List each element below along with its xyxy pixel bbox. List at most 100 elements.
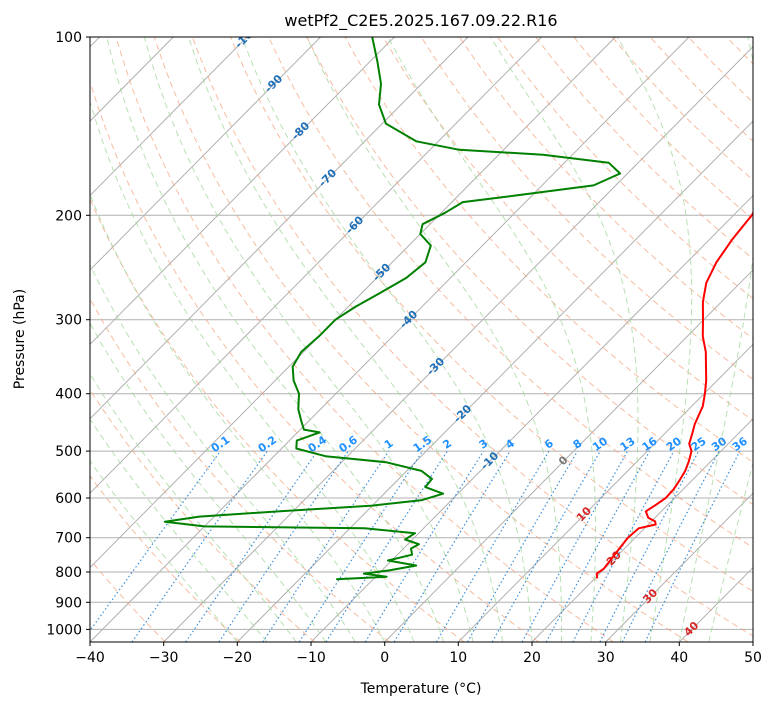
mixing-ratio-label: 2 [440, 437, 454, 452]
x-tick-label: 50 [744, 650, 762, 666]
isotherm-line [605, 492, 753, 642]
x-tick-label: −20 [223, 650, 253, 666]
moist-adiabat-line [143, 37, 474, 642]
dry-adiabat-line [268, 37, 753, 549]
mixing-ratio-line [644, 450, 741, 642]
moist-adiabat-line [678, 37, 753, 642]
moist-adiabat-line [306, 37, 562, 642]
y-tick-label: 300 [55, 313, 82, 329]
mixing-ratio-label: 0.6 [336, 433, 360, 455]
mixing-ratio-line [491, 450, 601, 642]
x-tick-label: 40 [670, 650, 688, 666]
x-tick-label: 10 [449, 650, 467, 666]
mixing-ratio-line [90, 450, 221, 632]
mixing-ratio-line [298, 450, 424, 642]
y-tick-label: 200 [55, 208, 82, 224]
moist-adiabat-line [106, 37, 445, 642]
isotherm-line [678, 566, 753, 642]
dry-adiabat-line [765, 37, 775, 642]
dry-adiabat-line [191, 37, 753, 637]
plot-frame [89, 36, 754, 643]
y-tick-label: 100 [55, 30, 82, 46]
dry-adiabat-line [611, 37, 753, 181]
isotherm-grid [90, 37, 753, 642]
mixing-ratio-line [131, 450, 268, 642]
moist-adiabat-line [90, 460, 238, 642]
x-tick-label: 20 [523, 650, 541, 666]
x-tick-label: −30 [149, 650, 179, 666]
y-axis-label: Pressure (hPa) [12, 289, 28, 389]
dry-adiabat-line [573, 37, 753, 220]
mixing-ratio-line [545, 450, 651, 642]
dry-adiabat-line [153, 37, 689, 642]
isobar-grid [90, 37, 753, 630]
x-axis-ticks: −40 −30 −20 −10 0 10 20 30 40 50 [75, 642, 762, 666]
dry-adiabat-line [497, 37, 753, 300]
moist-adiabats [90, 37, 753, 642]
y-axis-ticks: 100 200 300 400 500 600 700 800 900 1000 [46, 30, 90, 638]
isotherm-line [90, 37, 690, 642]
moist-adiabat-line [241, 37, 533, 642]
mixing-ratio-label: 8 [571, 437, 585, 452]
isotherm-line [384, 269, 753, 642]
y-tick-label: 400 [55, 387, 82, 403]
y-tick-label: 800 [55, 565, 82, 581]
isotherm-line [90, 37, 321, 271]
y-tick-label: 600 [55, 491, 82, 507]
dry-adiabat-line [344, 37, 753, 463]
moist-adiabat-line [490, 37, 639, 642]
profile-series [163, 37, 753, 581]
chart-title: wetPf2_C2E5.2025.167.09.22.R16 [284, 11, 557, 31]
moist-adiabat-line [708, 460, 753, 642]
moist-adiabat-line [90, 322, 327, 642]
mixing-ratio-label: 4 [503, 437, 517, 452]
dry-adiabat-line [420, 37, 753, 380]
mixing-ratio-label: 0.2 [256, 433, 279, 455]
mixing-ratio-line [218, 450, 349, 642]
isotherm-line [90, 37, 395, 346]
moist-adiabat-line [90, 263, 356, 642]
isotherm-line [752, 641, 753, 642]
dry-adiabat-line [726, 37, 753, 65]
y-tick-label: 1000 [46, 622, 82, 638]
dry-adiabat-line [649, 37, 753, 142]
mixing-ratio-line [325, 450, 448, 642]
isotherm-line [90, 37, 248, 197]
moist-adiabat-line [90, 193, 386, 642]
y-tick-label: 900 [55, 595, 82, 611]
mixing-ratio-line [185, 450, 318, 642]
y-tick-label: 700 [55, 531, 82, 547]
moist-adiabat-line [616, 37, 693, 642]
isotherm-line [310, 194, 753, 642]
dry-adiabat-line [306, 37, 753, 506]
y-tick-label: 500 [55, 444, 82, 460]
dewpoint-line [163, 37, 622, 581]
x-axis-label: Temperature (°C) [360, 681, 482, 697]
moist-adiabat-line [90, 418, 268, 642]
isotherm-line [90, 37, 469, 420]
moist-adiabat-line [188, 37, 503, 642]
moist-adiabat-line [387, 37, 596, 642]
moist-adiabat-line [90, 372, 297, 642]
mixing-ratio-line [572, 450, 675, 642]
mixing-ratio-line [262, 450, 390, 642]
mixing-ratio-label: 1.5 [411, 433, 434, 455]
temperature-line [595, 211, 753, 579]
dry-adiabat-line [230, 37, 753, 592]
isotherm-line [163, 45, 753, 642]
dry-adiabat-line [90, 475, 241, 642]
mixing-ratio-label: 0.1 [209, 433, 232, 455]
dry-adiabat-line [535, 37, 753, 260]
isotherm-line [90, 37, 542, 494]
mixing-ratio-line [521, 450, 629, 642]
x-tick-label: −40 [75, 650, 105, 666]
mixing-ratio-lines [90, 450, 741, 642]
x-tick-label: 0 [380, 650, 389, 666]
x-tick-label: 30 [597, 650, 615, 666]
mixing-ratio-line [393, 450, 511, 642]
mixing-ratio-line [621, 450, 720, 642]
mixing-ratio-line [364, 450, 485, 642]
dry-adiabat-line [459, 37, 753, 340]
x-tick-label: −10 [296, 650, 326, 666]
